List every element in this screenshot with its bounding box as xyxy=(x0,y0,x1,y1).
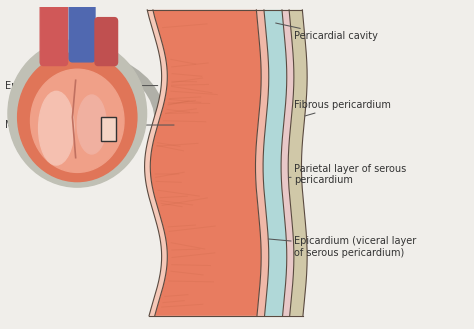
Ellipse shape xyxy=(38,91,74,165)
Polygon shape xyxy=(263,10,287,316)
Polygon shape xyxy=(150,10,261,316)
Text: Epicardium (viceral layer
of serous pericardium): Epicardium (viceral layer of serous peri… xyxy=(268,236,416,258)
Text: Pericardial cavity: Pericardial cavity xyxy=(276,23,378,41)
FancyBboxPatch shape xyxy=(95,18,118,65)
Text: Parietal layer of serous
pericardium: Parietal layer of serous pericardium xyxy=(288,164,406,185)
FancyBboxPatch shape xyxy=(69,3,95,62)
Bar xyxy=(101,117,116,141)
Text: Fibrous pericardium: Fibrous pericardium xyxy=(294,100,391,116)
Polygon shape xyxy=(288,10,307,316)
Ellipse shape xyxy=(30,69,124,172)
Polygon shape xyxy=(145,10,167,316)
Polygon shape xyxy=(281,10,294,316)
Ellipse shape xyxy=(77,95,106,154)
Text: Endocardium: Endocardium xyxy=(5,81,158,90)
Ellipse shape xyxy=(8,40,146,187)
Polygon shape xyxy=(255,10,269,316)
FancyBboxPatch shape xyxy=(40,3,68,65)
Ellipse shape xyxy=(18,53,137,182)
Text: Myocardium: Myocardium xyxy=(5,120,174,130)
